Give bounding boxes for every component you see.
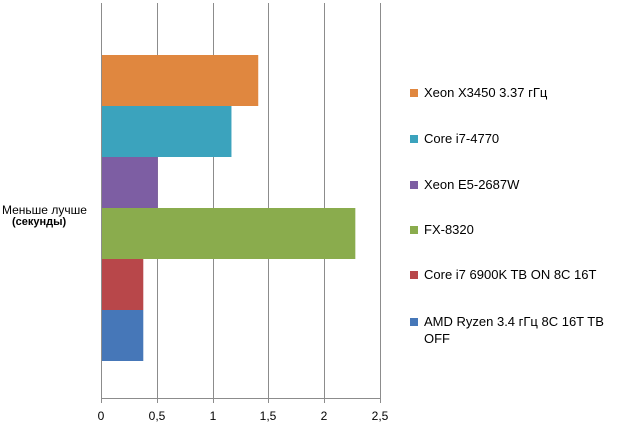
legend-item: Core i7-4770 — [410, 130, 615, 147]
legend-label: Core i7 6900K TB ON 8C 16T — [424, 267, 597, 282]
x-tick-label: 2 — [321, 409, 328, 423]
legend-item: AMD Ryzen 3.4 гГц 8C 16T TB OFF — [410, 313, 615, 347]
legend-swatch — [410, 135, 418, 143]
x-tick-label: 1,5 — [260, 409, 277, 423]
legend-label: FX-8320 — [424, 222, 474, 237]
y-axis-label-line2: (секунды) — [12, 216, 67, 228]
legend-item: Xeon X3450 3.37 гГц — [410, 84, 615, 101]
legend-item: Xeon E5-2687W — [410, 176, 615, 193]
x-tick-label: 0,5 — [149, 409, 166, 423]
bar — [102, 106, 232, 157]
legend-label: Xeon E5-2687W — [424, 177, 520, 192]
legend-swatch — [410, 226, 418, 234]
bars — [102, 55, 356, 361]
bar — [102, 310, 144, 361]
legend-label: Xeon X3450 3.37 гГц — [424, 85, 548, 100]
bar — [102, 157, 158, 208]
x-tick-labels: 0 0,5 1 1,5 2 2,5 — [98, 409, 389, 423]
bar — [102, 259, 144, 310]
y-axis-label-line1: Меньше лучше — [2, 203, 87, 217]
x-tick-label: 0 — [98, 409, 105, 423]
legend-swatch — [410, 181, 418, 189]
legend-swatch — [410, 318, 418, 326]
legend-label: Core i7-4770 — [424, 131, 500, 146]
axes — [101, 3, 380, 399]
legend-item: FX-8320 — [410, 221, 615, 238]
x-tick-label: 2,5 — [372, 409, 389, 423]
legend-swatch — [410, 271, 418, 279]
legend-swatch — [410, 89, 418, 97]
bar — [102, 55, 259, 106]
legend-item: Core i7 6900K TB ON 8C 16T — [410, 266, 615, 283]
legend-label: AMD Ryzen 3.4 гГц 8C 16T TB OFF — [424, 314, 604, 346]
x-tick-label: 1 — [210, 409, 217, 423]
bar — [102, 208, 356, 259]
